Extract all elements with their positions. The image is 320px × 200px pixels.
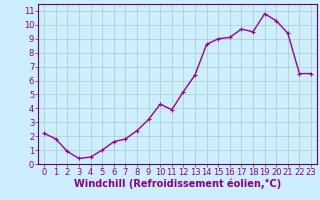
X-axis label: Windchill (Refroidissement éolien,°C): Windchill (Refroidissement éolien,°C)	[74, 179, 281, 189]
